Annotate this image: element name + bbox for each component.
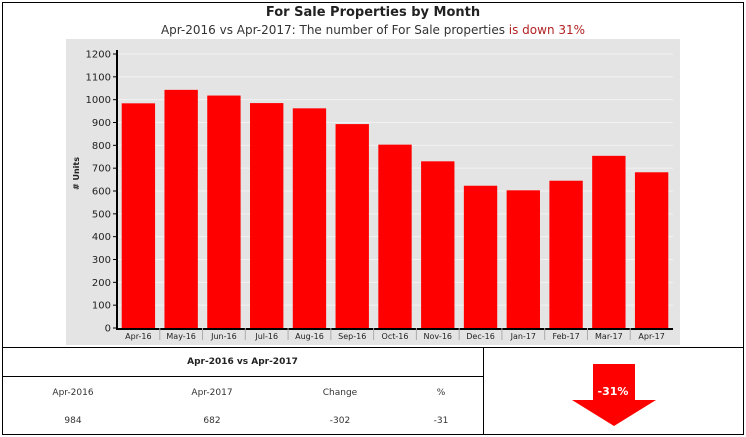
divider-horizontal [2,347,744,348]
bar [335,124,369,329]
x-tick-label: Dec-16 [466,332,495,341]
bar [592,155,626,328]
y-tick-label: 1200 [86,50,111,61]
y-tick-label: 600 [92,187,111,198]
y-tick-label: 500 [92,209,111,220]
y-tick-label: 200 [92,278,111,289]
bar [207,95,241,328]
value-change: -302 [329,416,351,426]
value-period-1: 984 [64,416,82,426]
divider-vertical [483,347,484,435]
y-tick-label: 1100 [86,72,111,83]
value-percent: -31 [433,416,449,426]
y-axis-label: # Units [72,156,81,190]
axes [116,50,673,330]
x-tick-label: Oct-16 [382,332,409,341]
x-tick-label: Aug-16 [295,332,324,341]
bar [463,185,498,328]
y-tick-label: 900 [92,118,111,129]
bar [506,190,540,328]
chart-title: For Sale Properties by Month [265,5,481,20]
x-tick-label: Sep-16 [338,332,366,341]
y-tick-labels: 0 100 200 300 400 500 600 700 800 900 1000 1100 1200 [86,50,111,335]
change-indicator-label: -31% [597,385,629,398]
bar [378,144,412,328]
bar [292,108,327,329]
y-tick-label: 1000 [86,95,111,106]
value-period-2: 682 [203,416,221,426]
x-tick-label: Apr-16 [125,332,151,341]
bar [250,103,284,328]
bar [549,180,583,328]
header-period-1: Apr-2016 [52,388,94,398]
x-tick-labels: Apr-16 May-16 Jun-16 Jul-16 Aug-16 Sep-16 Oct-… [125,328,665,341]
x-tick-label: May-16 [166,332,195,341]
x-tick-label: Jan-17 [510,332,536,341]
subtitle-change: is down 31% [508,23,586,37]
chart-subtitle: Apr-2016 vs Apr-2017: The number of For … [0,23,746,37]
subtitle-text: Apr-2016 vs Apr-2017: The number of For … [160,23,509,37]
bar [121,103,156,328]
y-tick-label: 800 [92,141,111,152]
bar [421,161,455,328]
x-tick-label: Jun-16 [210,332,237,341]
header-period-2: Apr-2017 [191,388,233,398]
y-tick-label: 100 [92,301,111,312]
down-arrow-icon [572,364,656,426]
y-tick-label: 0 [105,324,111,335]
x-tick-label: Apr-17 [638,332,664,341]
x-tick-label: Feb-17 [552,332,579,341]
x-tick-label: Jul-16 [254,332,278,341]
header-percent: % [436,388,446,398]
y-tick-label: 700 [92,164,111,175]
comparison-title: Apr-2016 vs Apr-2017 [187,357,298,367]
bar [164,89,198,329]
y-tick-label: 300 [92,255,111,266]
comparison-title-divider [2,376,483,377]
bar [634,172,669,328]
x-tick-label: Nov-16 [424,332,452,341]
bars [121,89,669,329]
y-tick-label: 400 [92,232,111,243]
header-change: Change [322,388,358,398]
x-tick-label: Mar-17 [595,332,623,341]
